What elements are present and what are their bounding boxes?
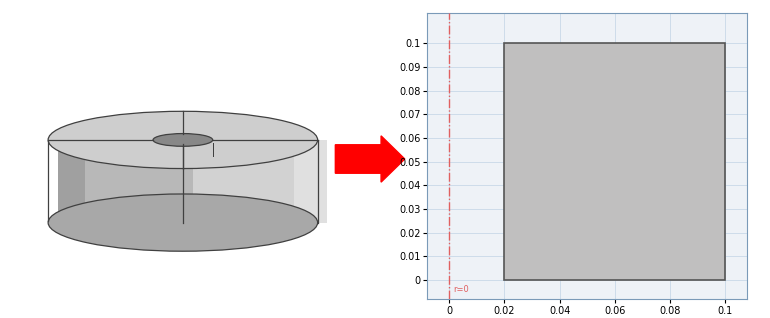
Ellipse shape <box>153 134 213 146</box>
Polygon shape <box>192 140 327 223</box>
Bar <box>504 44 725 280</box>
FancyArrow shape <box>336 136 405 182</box>
Ellipse shape <box>48 111 317 169</box>
Ellipse shape <box>48 194 317 251</box>
Polygon shape <box>162 140 223 156</box>
Ellipse shape <box>153 150 213 163</box>
Polygon shape <box>58 140 327 223</box>
Polygon shape <box>293 140 327 223</box>
Text: r=0: r=0 <box>454 285 469 294</box>
Polygon shape <box>58 140 85 223</box>
